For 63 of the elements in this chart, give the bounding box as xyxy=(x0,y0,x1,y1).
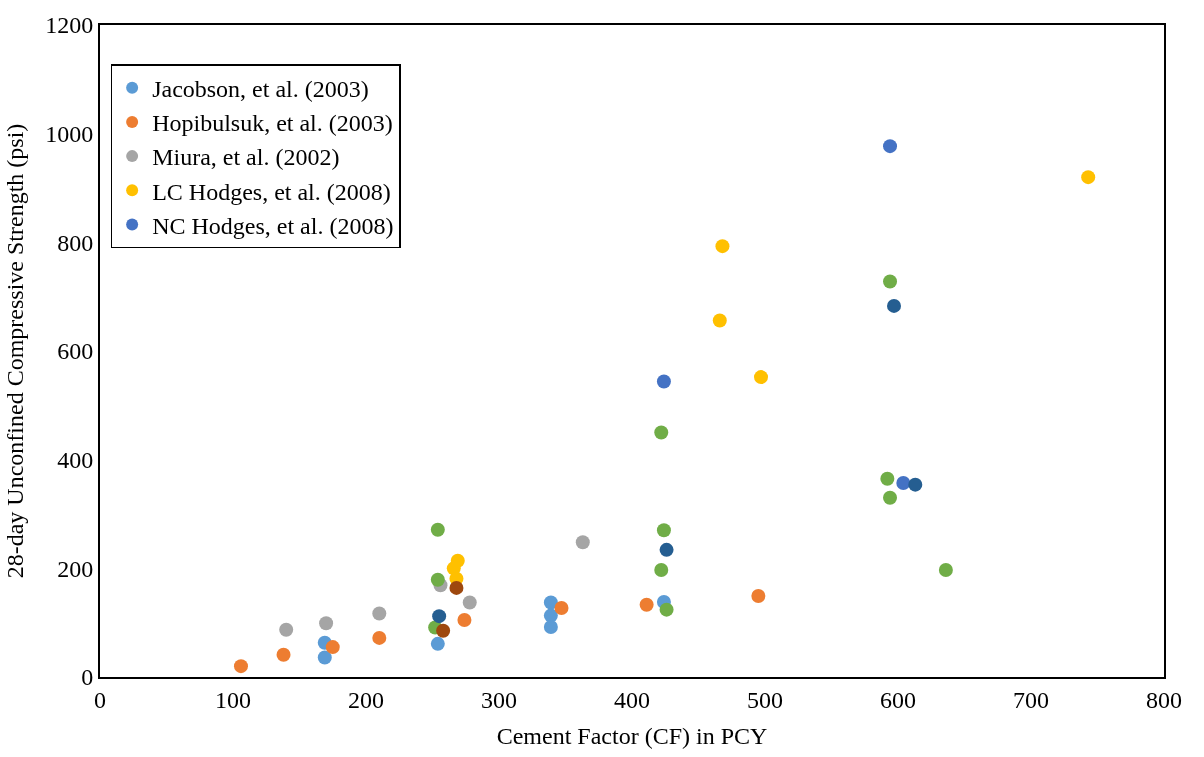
point xyxy=(659,602,674,617)
point xyxy=(233,659,248,674)
point xyxy=(279,622,294,637)
point xyxy=(880,471,895,486)
point xyxy=(436,623,451,638)
x-tick-label: 500 xyxy=(747,686,783,713)
point xyxy=(659,542,674,557)
point xyxy=(575,535,590,550)
point xyxy=(449,580,464,595)
point xyxy=(908,477,923,492)
point xyxy=(654,562,669,577)
x-tick-label: 700 xyxy=(1013,686,1049,713)
y-axis-title: 28-day Unconfined Compressive Strength (psi) xyxy=(1,123,28,579)
x-tick-label: 800 xyxy=(1146,686,1182,713)
point xyxy=(887,298,902,313)
x-tick-label: 200 xyxy=(348,686,384,713)
x-tick-label: 600 xyxy=(880,686,916,713)
point xyxy=(654,425,669,440)
x-axis-title: Cement Factor (CF) in PCY xyxy=(496,722,768,749)
point xyxy=(432,609,447,624)
legend-label: Hopibulsuk, et al. (2003) xyxy=(152,110,393,137)
point xyxy=(883,490,898,505)
point xyxy=(1081,170,1096,185)
point xyxy=(319,616,334,631)
point xyxy=(554,601,569,615)
point xyxy=(372,630,387,645)
y-tick-label: 600 xyxy=(57,338,94,365)
point xyxy=(372,606,387,621)
x-tick-label: 400 xyxy=(614,686,650,713)
y-tick-label: 1000 xyxy=(45,121,94,148)
point xyxy=(325,640,340,655)
y-tick-label: 200 xyxy=(57,555,94,582)
point xyxy=(462,595,477,610)
y-tick-label: 400 xyxy=(57,447,94,474)
point xyxy=(656,374,671,389)
point xyxy=(712,313,727,328)
legend-label: Miura, et al. (2002) xyxy=(152,144,340,171)
point xyxy=(430,572,445,587)
point xyxy=(883,139,898,154)
point xyxy=(754,370,769,385)
x-tick-label: 100 xyxy=(215,686,251,713)
y-tick-label: 0 xyxy=(81,664,94,691)
point xyxy=(751,589,766,604)
point xyxy=(430,636,445,651)
legend-label: Jacobson, et al. (2003) xyxy=(152,76,369,103)
legend-label: NC Hodges, et al. (2008) xyxy=(152,212,394,239)
y-tick-label: 800 xyxy=(57,229,94,256)
point xyxy=(715,239,730,254)
point xyxy=(883,274,898,289)
point xyxy=(450,553,465,568)
point xyxy=(457,612,472,627)
y-tick-label: 1200 xyxy=(45,12,94,39)
point xyxy=(543,620,558,634)
point xyxy=(656,523,671,538)
point xyxy=(896,476,911,491)
x-tick-label: 300 xyxy=(481,686,517,713)
point xyxy=(639,597,654,612)
point xyxy=(317,650,332,665)
point xyxy=(543,595,558,610)
point xyxy=(430,522,445,537)
point xyxy=(276,647,291,662)
point xyxy=(938,562,953,577)
legend-label: LC Hodges, et al. (2008) xyxy=(152,178,391,205)
